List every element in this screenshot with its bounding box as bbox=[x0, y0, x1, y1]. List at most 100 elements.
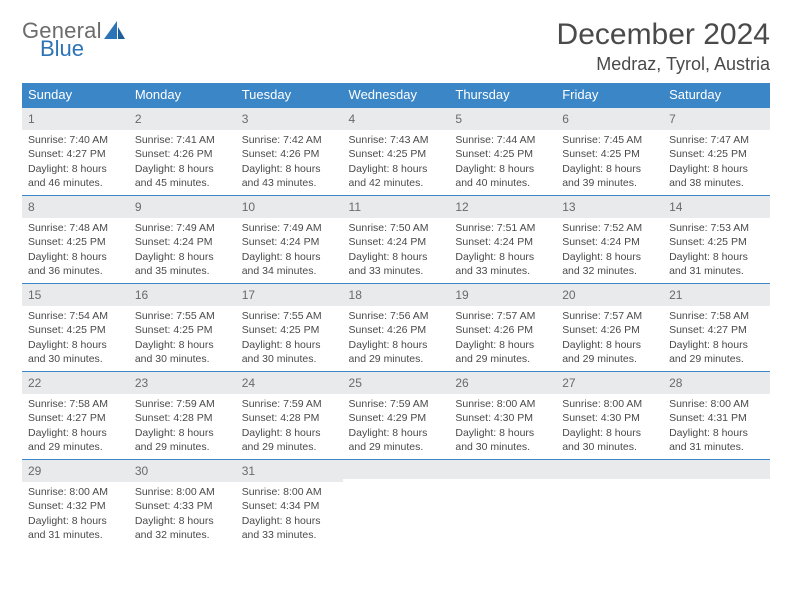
day-details: Sunrise: 7:59 AMSunset: 4:28 PMDaylight:… bbox=[129, 394, 236, 458]
calendar-cell: 12Sunrise: 7:51 AMSunset: 4:24 PMDayligh… bbox=[449, 195, 556, 283]
header-bar: General Blue December 2024 Medraz, Tyrol… bbox=[22, 18, 770, 75]
sunrise-line: Sunrise: 8:00 AM bbox=[28, 485, 123, 499]
daylight-line: Daylight: 8 hours and 38 minutes. bbox=[669, 162, 764, 190]
day-details: Sunrise: 8:00 AMSunset: 4:34 PMDaylight:… bbox=[236, 482, 343, 546]
calendar-cell: 9Sunrise: 7:49 AMSunset: 4:24 PMDaylight… bbox=[129, 195, 236, 283]
empty-cell-header bbox=[343, 459, 450, 479]
calendar-cell bbox=[343, 459, 450, 547]
day-number: 30 bbox=[129, 459, 236, 482]
day-details: Sunrise: 7:57 AMSunset: 4:26 PMDaylight:… bbox=[556, 306, 663, 370]
sunset-line: Sunset: 4:25 PM bbox=[28, 235, 123, 249]
day-number: 22 bbox=[22, 371, 129, 394]
day-number: 20 bbox=[556, 283, 663, 306]
sunset-line: Sunset: 4:27 PM bbox=[669, 323, 764, 337]
sunrise-line: Sunrise: 7:59 AM bbox=[135, 397, 230, 411]
calendar-cell: 1Sunrise: 7:40 AMSunset: 4:27 PMDaylight… bbox=[22, 107, 129, 195]
sunset-line: Sunset: 4:27 PM bbox=[28, 147, 123, 161]
sunrise-line: Sunrise: 7:50 AM bbox=[349, 221, 444, 235]
sunrise-line: Sunrise: 8:00 AM bbox=[562, 397, 657, 411]
day-details: Sunrise: 7:43 AMSunset: 4:25 PMDaylight:… bbox=[343, 130, 450, 194]
day-details: Sunrise: 8:00 AMSunset: 4:33 PMDaylight:… bbox=[129, 482, 236, 546]
day-number: 29 bbox=[22, 459, 129, 482]
daylight-line: Daylight: 8 hours and 33 minutes. bbox=[349, 250, 444, 278]
day-number: 24 bbox=[236, 371, 343, 394]
sunrise-line: Sunrise: 7:49 AM bbox=[242, 221, 337, 235]
sunrise-line: Sunrise: 7:57 AM bbox=[562, 309, 657, 323]
daylight-line: Daylight: 8 hours and 30 minutes. bbox=[242, 338, 337, 366]
day-details: Sunrise: 7:45 AMSunset: 4:25 PMDaylight:… bbox=[556, 130, 663, 194]
daylight-line: Daylight: 8 hours and 30 minutes. bbox=[135, 338, 230, 366]
sunrise-line: Sunrise: 7:54 AM bbox=[28, 309, 123, 323]
sunset-line: Sunset: 4:25 PM bbox=[242, 323, 337, 337]
daylight-line: Daylight: 8 hours and 36 minutes. bbox=[28, 250, 123, 278]
logo: General Blue bbox=[22, 18, 126, 60]
day-details: Sunrise: 7:59 AMSunset: 4:29 PMDaylight:… bbox=[343, 394, 450, 458]
sunrise-line: Sunrise: 7:56 AM bbox=[349, 309, 444, 323]
day-details: Sunrise: 8:00 AMSunset: 4:30 PMDaylight:… bbox=[449, 394, 556, 458]
sunrise-line: Sunrise: 7:51 AM bbox=[455, 221, 550, 235]
calendar-cell bbox=[449, 459, 556, 547]
day-number: 28 bbox=[663, 371, 770, 394]
calendar-cell: 14Sunrise: 7:53 AMSunset: 4:25 PMDayligh… bbox=[663, 195, 770, 283]
calendar-table: SundayMondayTuesdayWednesdayThursdayFrid… bbox=[22, 83, 770, 547]
day-details: Sunrise: 7:42 AMSunset: 4:26 PMDaylight:… bbox=[236, 130, 343, 194]
day-details: Sunrise: 7:58 AMSunset: 4:27 PMDaylight:… bbox=[663, 306, 770, 370]
day-number: 15 bbox=[22, 283, 129, 306]
sunset-line: Sunset: 4:30 PM bbox=[562, 411, 657, 425]
day-number: 16 bbox=[129, 283, 236, 306]
location-label: Medraz, Tyrol, Austria bbox=[557, 54, 770, 75]
day-details: Sunrise: 7:55 AMSunset: 4:25 PMDaylight:… bbox=[129, 306, 236, 370]
calendar-cell: 10Sunrise: 7:49 AMSunset: 4:24 PMDayligh… bbox=[236, 195, 343, 283]
day-number: 10 bbox=[236, 195, 343, 218]
daylight-line: Daylight: 8 hours and 31 minutes. bbox=[669, 250, 764, 278]
calendar-cell: 2Sunrise: 7:41 AMSunset: 4:26 PMDaylight… bbox=[129, 107, 236, 195]
day-number: 4 bbox=[343, 107, 450, 130]
calendar-row: 29Sunrise: 8:00 AMSunset: 4:32 PMDayligh… bbox=[22, 459, 770, 547]
logo-text-blue: Blue bbox=[40, 38, 126, 60]
weekday-header: Saturday bbox=[663, 83, 770, 107]
sunset-line: Sunset: 4:25 PM bbox=[455, 147, 550, 161]
weekday-header: Monday bbox=[129, 83, 236, 107]
calendar-cell: 18Sunrise: 7:56 AMSunset: 4:26 PMDayligh… bbox=[343, 283, 450, 371]
calendar-cell: 31Sunrise: 8:00 AMSunset: 4:34 PMDayligh… bbox=[236, 459, 343, 547]
day-details: Sunrise: 7:57 AMSunset: 4:26 PMDaylight:… bbox=[449, 306, 556, 370]
daylight-line: Daylight: 8 hours and 29 minutes. bbox=[135, 426, 230, 454]
daylight-line: Daylight: 8 hours and 29 minutes. bbox=[242, 426, 337, 454]
sunrise-line: Sunrise: 7:53 AM bbox=[669, 221, 764, 235]
calendar-cell: 23Sunrise: 7:59 AMSunset: 4:28 PMDayligh… bbox=[129, 371, 236, 459]
sunset-line: Sunset: 4:24 PM bbox=[349, 235, 444, 249]
sunset-line: Sunset: 4:24 PM bbox=[242, 235, 337, 249]
calendar-cell: 26Sunrise: 8:00 AMSunset: 4:30 PMDayligh… bbox=[449, 371, 556, 459]
sunrise-line: Sunrise: 7:40 AM bbox=[28, 133, 123, 147]
daylight-line: Daylight: 8 hours and 29 minutes. bbox=[669, 338, 764, 366]
day-details: Sunrise: 7:41 AMSunset: 4:26 PMDaylight:… bbox=[129, 130, 236, 194]
calendar-cell: 27Sunrise: 8:00 AMSunset: 4:30 PMDayligh… bbox=[556, 371, 663, 459]
daylight-line: Daylight: 8 hours and 42 minutes. bbox=[349, 162, 444, 190]
calendar-cell: 22Sunrise: 7:58 AMSunset: 4:27 PMDayligh… bbox=[22, 371, 129, 459]
sunrise-line: Sunrise: 8:00 AM bbox=[669, 397, 764, 411]
day-number: 13 bbox=[556, 195, 663, 218]
empty-cell-header bbox=[449, 459, 556, 479]
sunset-line: Sunset: 4:24 PM bbox=[135, 235, 230, 249]
day-details: Sunrise: 7:58 AMSunset: 4:27 PMDaylight:… bbox=[22, 394, 129, 458]
sunset-line: Sunset: 4:32 PM bbox=[28, 499, 123, 513]
sunset-line: Sunset: 4:28 PM bbox=[135, 411, 230, 425]
calendar-row: 15Sunrise: 7:54 AMSunset: 4:25 PMDayligh… bbox=[22, 283, 770, 371]
day-details: Sunrise: 7:56 AMSunset: 4:26 PMDaylight:… bbox=[343, 306, 450, 370]
day-number: 19 bbox=[449, 283, 556, 306]
sunset-line: Sunset: 4:28 PM bbox=[242, 411, 337, 425]
calendar-cell: 3Sunrise: 7:42 AMSunset: 4:26 PMDaylight… bbox=[236, 107, 343, 195]
daylight-line: Daylight: 8 hours and 29 minutes. bbox=[455, 338, 550, 366]
day-details: Sunrise: 7:59 AMSunset: 4:28 PMDaylight:… bbox=[236, 394, 343, 458]
day-details: Sunrise: 7:50 AMSunset: 4:24 PMDaylight:… bbox=[343, 218, 450, 282]
weekday-header: Sunday bbox=[22, 83, 129, 107]
sunrise-line: Sunrise: 7:58 AM bbox=[669, 309, 764, 323]
sunset-line: Sunset: 4:25 PM bbox=[135, 323, 230, 337]
day-details: Sunrise: 7:53 AMSunset: 4:25 PMDaylight:… bbox=[663, 218, 770, 282]
day-details: Sunrise: 7:54 AMSunset: 4:25 PMDaylight:… bbox=[22, 306, 129, 370]
day-details: Sunrise: 7:44 AMSunset: 4:25 PMDaylight:… bbox=[449, 130, 556, 194]
day-details: Sunrise: 8:00 AMSunset: 4:31 PMDaylight:… bbox=[663, 394, 770, 458]
daylight-line: Daylight: 8 hours and 30 minutes. bbox=[562, 426, 657, 454]
day-number: 17 bbox=[236, 283, 343, 306]
sunrise-line: Sunrise: 8:00 AM bbox=[455, 397, 550, 411]
